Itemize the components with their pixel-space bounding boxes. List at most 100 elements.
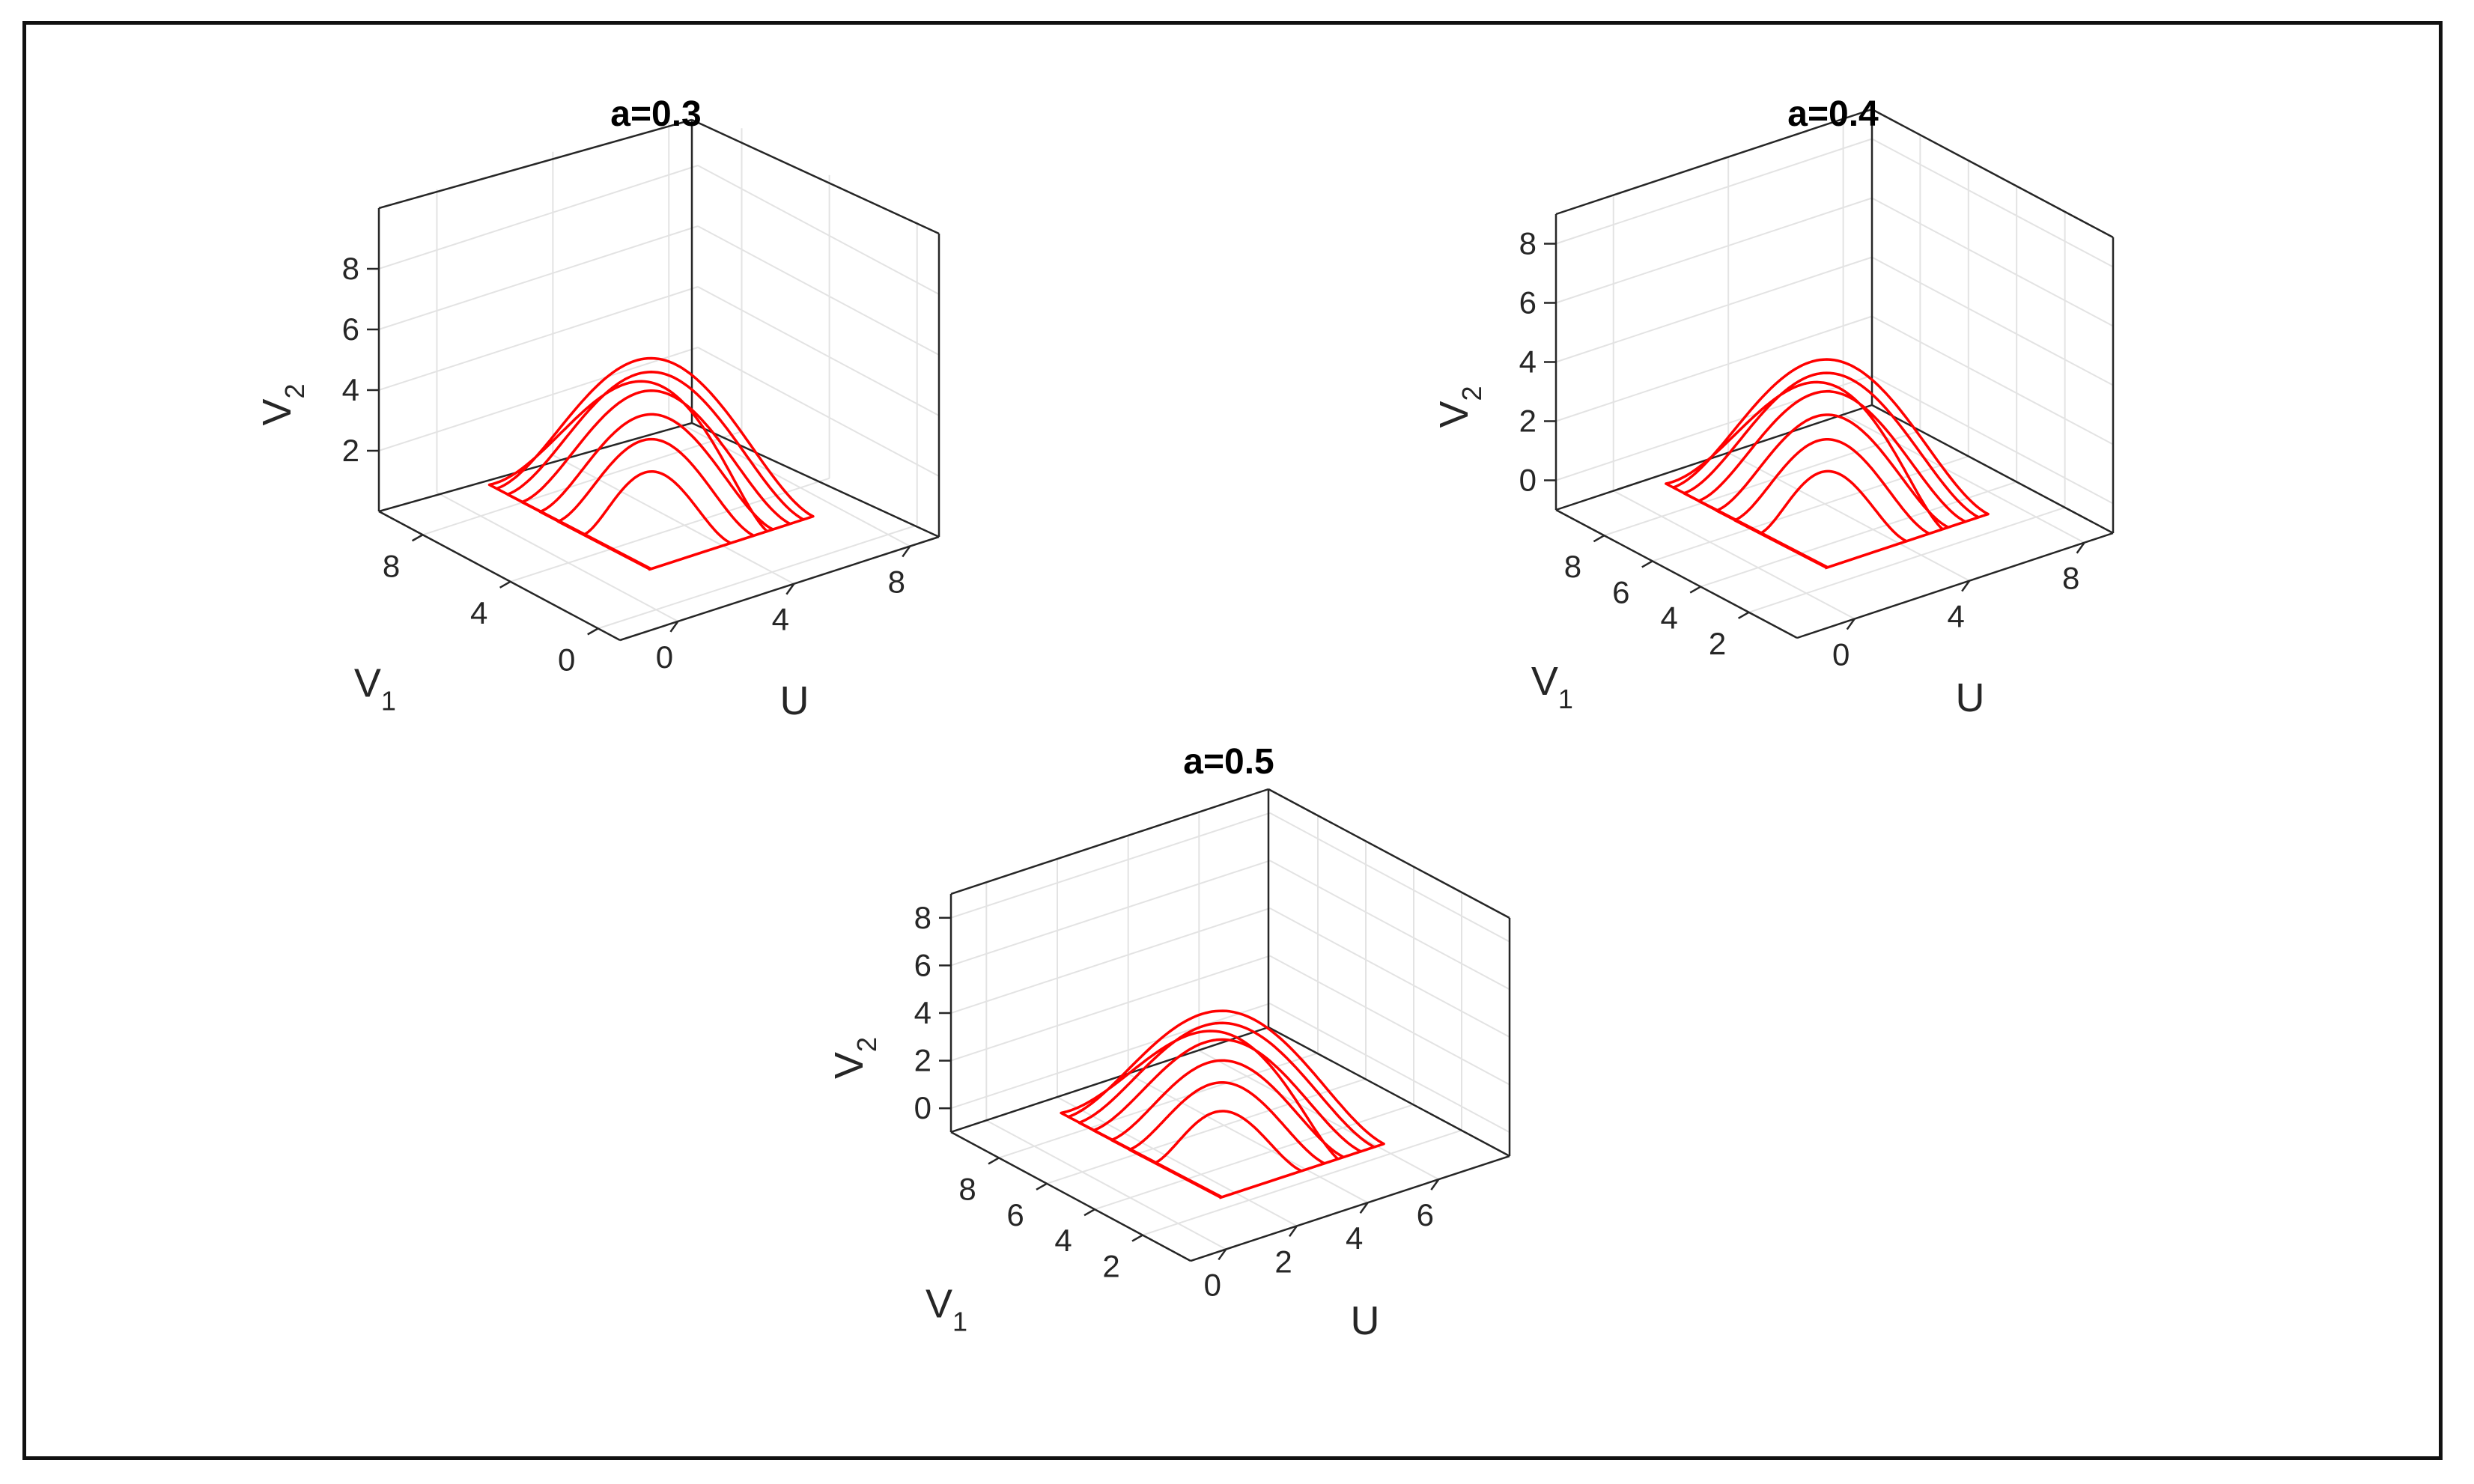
v2-tick-label: 0: [914, 1090, 931, 1125]
v1-axis-label: V1: [1531, 659, 1573, 714]
u-tick: [1430, 1179, 1440, 1190]
grid-line: [378, 347, 699, 451]
v1-tick-label: 4: [470, 595, 487, 630]
v1-axis-line: [950, 1131, 1191, 1262]
grid-line: [1269, 955, 1510, 1086]
v1-tick-label: 8: [383, 548, 400, 583]
trajectory-line: [1060, 1009, 1385, 1199]
v1-tick: [1641, 560, 1653, 568]
grid-line: [598, 524, 918, 630]
u-tick-label: 8: [888, 565, 905, 600]
v1-axis-label-sub: 1: [952, 1306, 967, 1336]
v2-axis-label: V2: [827, 1037, 882, 1079]
box-edge: [950, 788, 1269, 895]
u-tick-label: 0: [656, 639, 673, 675]
v1-tick: [1689, 586, 1701, 594]
v1-axis-line: [1555, 508, 1798, 639]
v2-tick-label: 8: [914, 900, 931, 935]
u-tick-label: 2: [1274, 1244, 1292, 1279]
grid-line: [436, 492, 678, 622]
grid-line: [552, 454, 794, 585]
grid-line: [1871, 197, 2114, 327]
grid-line: [1871, 315, 2114, 445]
v2-tick-label: 4: [342, 372, 359, 407]
grid-line: [1604, 430, 1921, 537]
grid-line: [1269, 907, 1510, 1038]
subplot-title: a=0.4: [1787, 94, 1879, 134]
axes-box: [949, 788, 1511, 1262]
v2-tick-label: 0: [1519, 463, 1537, 498]
grid-line: [1555, 315, 1873, 422]
box-edge: [1268, 1026, 1510, 1158]
grid-line: [1871, 138, 2114, 268]
v2-tick-label: 4: [1519, 344, 1537, 380]
v2-axis-label-main: V: [1432, 401, 1477, 428]
grid-line: [668, 416, 911, 547]
v1-tick-label: 8: [958, 1171, 976, 1206]
grid-line: [422, 431, 742, 536]
grid-line: [378, 225, 699, 330]
grid-line: [1057, 1096, 1298, 1227]
u-tick: [1961, 580, 1971, 592]
grid-line: [1871, 256, 2114, 386]
v2-tick-label: 8: [342, 251, 359, 286]
axes-box: [377, 118, 940, 642]
grid-line: [697, 286, 940, 416]
v1-tick-label: 0: [558, 642, 575, 677]
u-axis-label: U: [780, 678, 809, 723]
grid: [378, 114, 940, 630]
box-edge: [1268, 788, 1510, 919]
u-tick: [669, 621, 679, 633]
v1-tick: [988, 1157, 1000, 1165]
v1-axis-label: V1: [354, 660, 396, 716]
v1-tick: [587, 627, 599, 636]
v2-axis-label-main: V: [827, 1052, 872, 1079]
u-tick-label: 6: [1417, 1197, 1434, 1232]
grid: [1555, 118, 2114, 620]
v1-tick-label: 6: [1006, 1197, 1024, 1232]
box-edge: [691, 422, 940, 538]
grid-line: [1652, 455, 1969, 562]
trajectory-line: [487, 356, 815, 571]
grid-line: [950, 812, 1271, 919]
v2-tick-label: 6: [1519, 285, 1537, 320]
v1-tick-label: 4: [1054, 1223, 1072, 1258]
grid-line: [378, 165, 699, 270]
v1-axis-label-main: V: [354, 660, 381, 705]
grid-line: [985, 1119, 1227, 1250]
u-axis-label: U: [1956, 675, 1985, 720]
v1-tick: [1737, 611, 1750, 619]
grid-line: [950, 907, 1271, 1014]
v1-axis-label-sub: 1: [1558, 684, 1573, 714]
u-tick: [1359, 1202, 1369, 1214]
v1-tick: [1131, 1234, 1143, 1242]
u-tick-label: 0: [1204, 1267, 1221, 1302]
v2-tick-label: 4: [914, 995, 931, 1030]
u-tick: [1218, 1248, 1227, 1261]
u-tick: [785, 583, 795, 595]
grid-line: [1727, 451, 1970, 582]
u-tick: [1288, 1225, 1298, 1238]
trajectory-line: [1665, 358, 1990, 570]
v1-axis-label-main: V: [1531, 659, 1558, 704]
grid-line: [1613, 490, 1856, 620]
grid-line: [1269, 860, 1510, 991]
v1-axis-label-main: V: [926, 1281, 952, 1326]
box-edge: [378, 422, 693, 513]
grid-line: [378, 286, 699, 391]
v2-axis-label-sub: 2: [1456, 386, 1487, 401]
v1-axis-label: V1: [926, 1281, 967, 1336]
grid-line: [697, 225, 940, 356]
box-edge: [1555, 404, 1873, 511]
grid-line: [950, 860, 1271, 967]
v1-axis-line: [378, 510, 621, 642]
grid: [950, 812, 1510, 1250]
grid-line: [1269, 1003, 1510, 1134]
box-edge: [950, 1026, 1269, 1134]
v2-tick-label: 8: [1519, 226, 1537, 261]
figure-frame: [22, 21, 2443, 1460]
v1-tick-label: 4: [1661, 600, 1678, 636]
